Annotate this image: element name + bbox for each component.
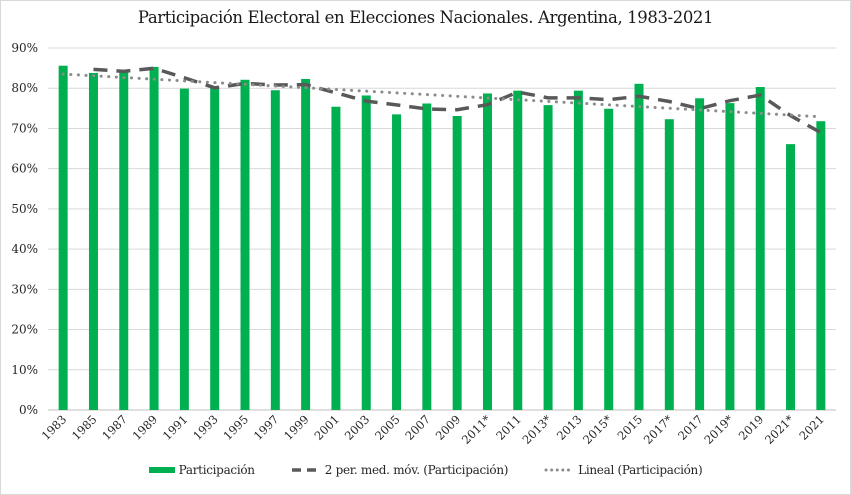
x-tick-label: 1985 — [69, 412, 100, 443]
y-tick-label: 60% — [11, 162, 38, 176]
x-tick-label: 1987 — [99, 412, 130, 443]
x-tick-label: 2019 — [736, 412, 767, 443]
bar-2013 — [573, 90, 583, 410]
x-axis-ticks: 1983 1985 1987 1989 1991 1993 1995 1997 1999 2001… — [39, 412, 827, 447]
x-tick-label: 1995 — [221, 412, 252, 443]
bar-1993 — [210, 87, 220, 410]
x-tick-label: 1993 — [190, 412, 221, 443]
chart-title: Participación Electoral en Elecciones Na… — [137, 8, 714, 27]
legend: Participación 2 per. med. móv. (Particip… — [0, 463, 851, 477]
y-tick-label: 10% — [11, 363, 38, 377]
legend-label: Lineal (Participación) — [578, 463, 703, 477]
x-tick-label: 1997 — [251, 412, 282, 443]
bar-2001 — [331, 106, 341, 411]
x-tick-label: 2003 — [342, 412, 373, 443]
x-tick-label: 2005 — [372, 412, 403, 443]
bar-1987 — [119, 69, 129, 410]
x-tick-label: 2017* — [641, 412, 676, 447]
x-tick-label: 1983 — [39, 412, 70, 443]
y-tick-label: 30% — [11, 282, 38, 296]
bar-series — [58, 65, 826, 411]
y-tick-label: 90% — [11, 41, 38, 55]
y-tick-label: 50% — [11, 202, 38, 216]
y-tick-label: 80% — [11, 81, 38, 95]
y-tick-label: 40% — [11, 242, 38, 256]
bar-2017 — [695, 98, 705, 411]
bar-2009 — [452, 115, 462, 410]
bar-2015* — [604, 108, 614, 410]
legend-label: Participación — [178, 463, 255, 477]
line-series — [61, 66, 823, 135]
x-tick-label: 2013 — [554, 412, 585, 443]
y-tick-label: 20% — [11, 323, 38, 337]
x-tick-label: 2021 — [796, 412, 827, 443]
x-tick-label: 2015* — [580, 412, 615, 447]
bar-2019 — [755, 87, 765, 410]
x-tick-label: 2011 — [493, 412, 524, 443]
legend-swatch-bar — [148, 467, 175, 473]
legend-item-linear-trend[interactable]: Lineal (Participación) — [544, 463, 703, 477]
linear-trendline — [61, 72, 823, 119]
legend-item-participacion[interactable]: Participación — [148, 463, 255, 477]
x-tick-label: 1991 — [160, 412, 191, 443]
bar-2011* — [482, 93, 492, 410]
x-tick-label: 2019* — [701, 412, 736, 447]
moving-average-line — [93, 66, 822, 135]
y-axis-ticks: 0% 10% 20% 30% 40% 50% 60% 70% 80% 90% — [11, 41, 38, 417]
bar-2011 — [513, 90, 523, 410]
x-tick-label: 1999 — [281, 412, 312, 443]
bar-2015 — [634, 83, 644, 410]
bar-1983 — [58, 65, 68, 410]
bar-2003 — [361, 95, 371, 410]
y-tick-label: 70% — [11, 121, 38, 135]
bar-2005 — [392, 114, 402, 410]
bar-2007 — [422, 103, 432, 411]
bar-1989 — [149, 66, 159, 410]
bar-1999 — [301, 78, 311, 411]
legend-swatch-dashed — [291, 468, 320, 472]
x-tick-label: 2009 — [433, 412, 464, 443]
x-tick-label: 2015 — [615, 412, 646, 443]
bar-1991 — [179, 88, 189, 410]
bar-1985 — [88, 72, 98, 410]
bar-1995 — [240, 79, 250, 410]
gridlines — [48, 47, 836, 411]
bar-2013* — [543, 105, 553, 411]
bar-2019* — [725, 103, 735, 411]
legend-item-moving-average[interactable]: 2 per. med. móv. (Participación) — [291, 463, 508, 477]
x-tick-label: 2013* — [520, 412, 555, 447]
legend-label: 2 per. med. móv. (Participación) — [324, 463, 509, 477]
x-tick-label: 2007 — [402, 412, 433, 443]
y-tick-label: 0% — [19, 403, 38, 417]
bar-2021* — [786, 144, 796, 410]
x-tick-label: 2011* — [459, 412, 494, 447]
bar-2021 — [816, 121, 826, 411]
x-tick-label: 1989 — [130, 412, 161, 443]
legend-swatch-dotted — [544, 468, 575, 472]
bar-1997 — [270, 90, 280, 410]
x-tick-label: 2017 — [675, 412, 706, 443]
x-tick-label: 2021* — [762, 412, 797, 447]
bar-2017* — [664, 119, 674, 411]
x-tick-label: 2001 — [311, 412, 342, 443]
